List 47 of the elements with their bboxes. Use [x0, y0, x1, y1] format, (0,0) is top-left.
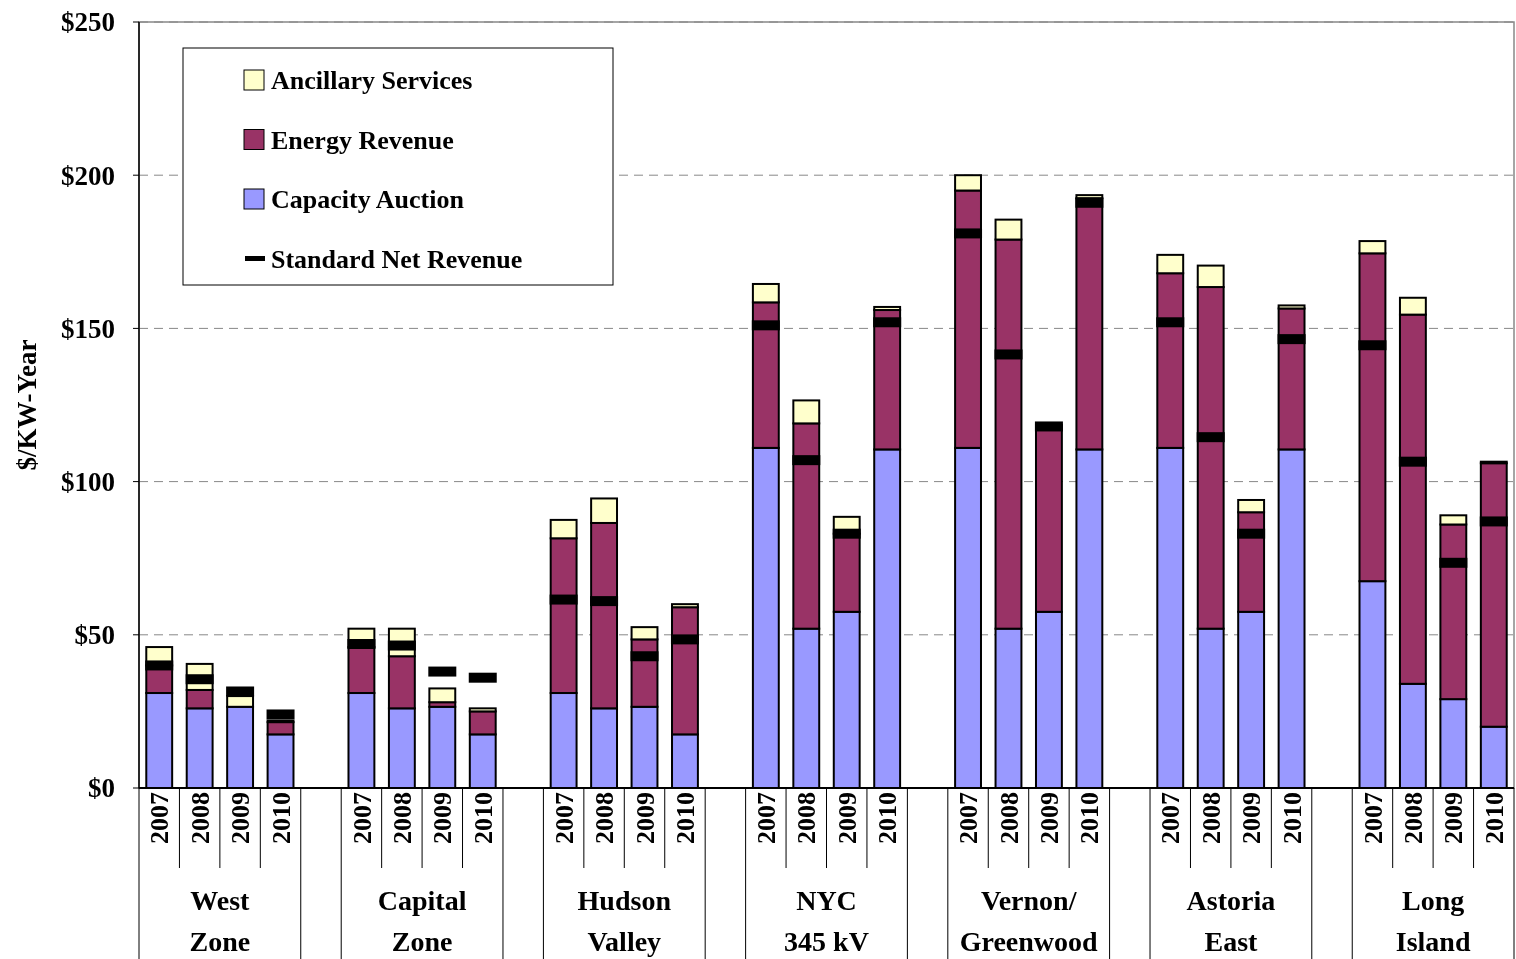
- x-tick-label: 2010: [468, 792, 498, 844]
- x-tick-label: 2007: [1358, 792, 1388, 844]
- x-tick-label: 2007: [145, 792, 175, 844]
- y-tick-label: $150: [61, 313, 115, 344]
- text: Vernon/ Greenwood: [959, 885, 1099, 957]
- x-tick-label: 2010: [671, 792, 701, 844]
- x-tick-label: 2007: [751, 792, 781, 844]
- x-tick-label: 2010: [873, 792, 903, 844]
- x-tick-label: 2008: [1399, 792, 1428, 844]
- x-tick-label: 2009: [1439, 792, 1469, 844]
- legend-label: Ancillary Services: [271, 66, 473, 95]
- x-tick-label: 2008: [590, 792, 620, 844]
- text: NYC 345 kV: [784, 885, 869, 957]
- x-tick-label: 2007: [1156, 792, 1186, 844]
- text: Long Island: [1395, 885, 1471, 957]
- y-axis-title: $/KW-Year: [12, 339, 42, 471]
- text: Astoria East: [1186, 885, 1276, 957]
- x-tick-label: 2008: [387, 792, 417, 844]
- y-tick-label: $100: [61, 467, 115, 498]
- x-tick-label: 2007: [347, 792, 377, 844]
- y-tick-label: $50: [74, 620, 115, 651]
- y-tick-label: $0: [88, 773, 115, 804]
- x-tick-label: 2007: [549, 792, 579, 844]
- x-tick-label: 2010: [1277, 792, 1307, 844]
- x-tick-label: 2008: [994, 792, 1024, 844]
- x-tick-label: 2010: [1479, 792, 1509, 844]
- x-tick-label: 2007: [954, 792, 984, 844]
- x-tick-label: 2010: [266, 792, 296, 844]
- y-tick-label: $200: [61, 160, 115, 191]
- x-tick-label: 2008: [1196, 792, 1226, 844]
- x-tick-label: 2009: [1035, 792, 1065, 844]
- text: Capital Zone: [377, 885, 467, 957]
- x-tick-label: 2008: [792, 792, 822, 844]
- x-tick-label: 2008: [185, 792, 215, 844]
- text: West Zone: [189, 885, 251, 957]
- legend-label: Capacity Auction: [271, 185, 465, 214]
- x-tick-label: 2009: [428, 792, 458, 844]
- legend-label: Standard Net Revenue: [271, 244, 523, 274]
- bar: [428, 687, 457, 704]
- text: Hudson Valley: [577, 885, 672, 957]
- y-tick-label: $250: [61, 7, 115, 38]
- x-tick-label: 2009: [832, 792, 862, 844]
- x-tick-label: 2009: [226, 792, 256, 844]
- x-tick-label: 2010: [1075, 792, 1105, 844]
- x-tick-label: 2009: [1237, 792, 1267, 844]
- legend-label: Energy Revenue: [271, 125, 454, 155]
- x-tick-label: 2009: [630, 792, 660, 844]
